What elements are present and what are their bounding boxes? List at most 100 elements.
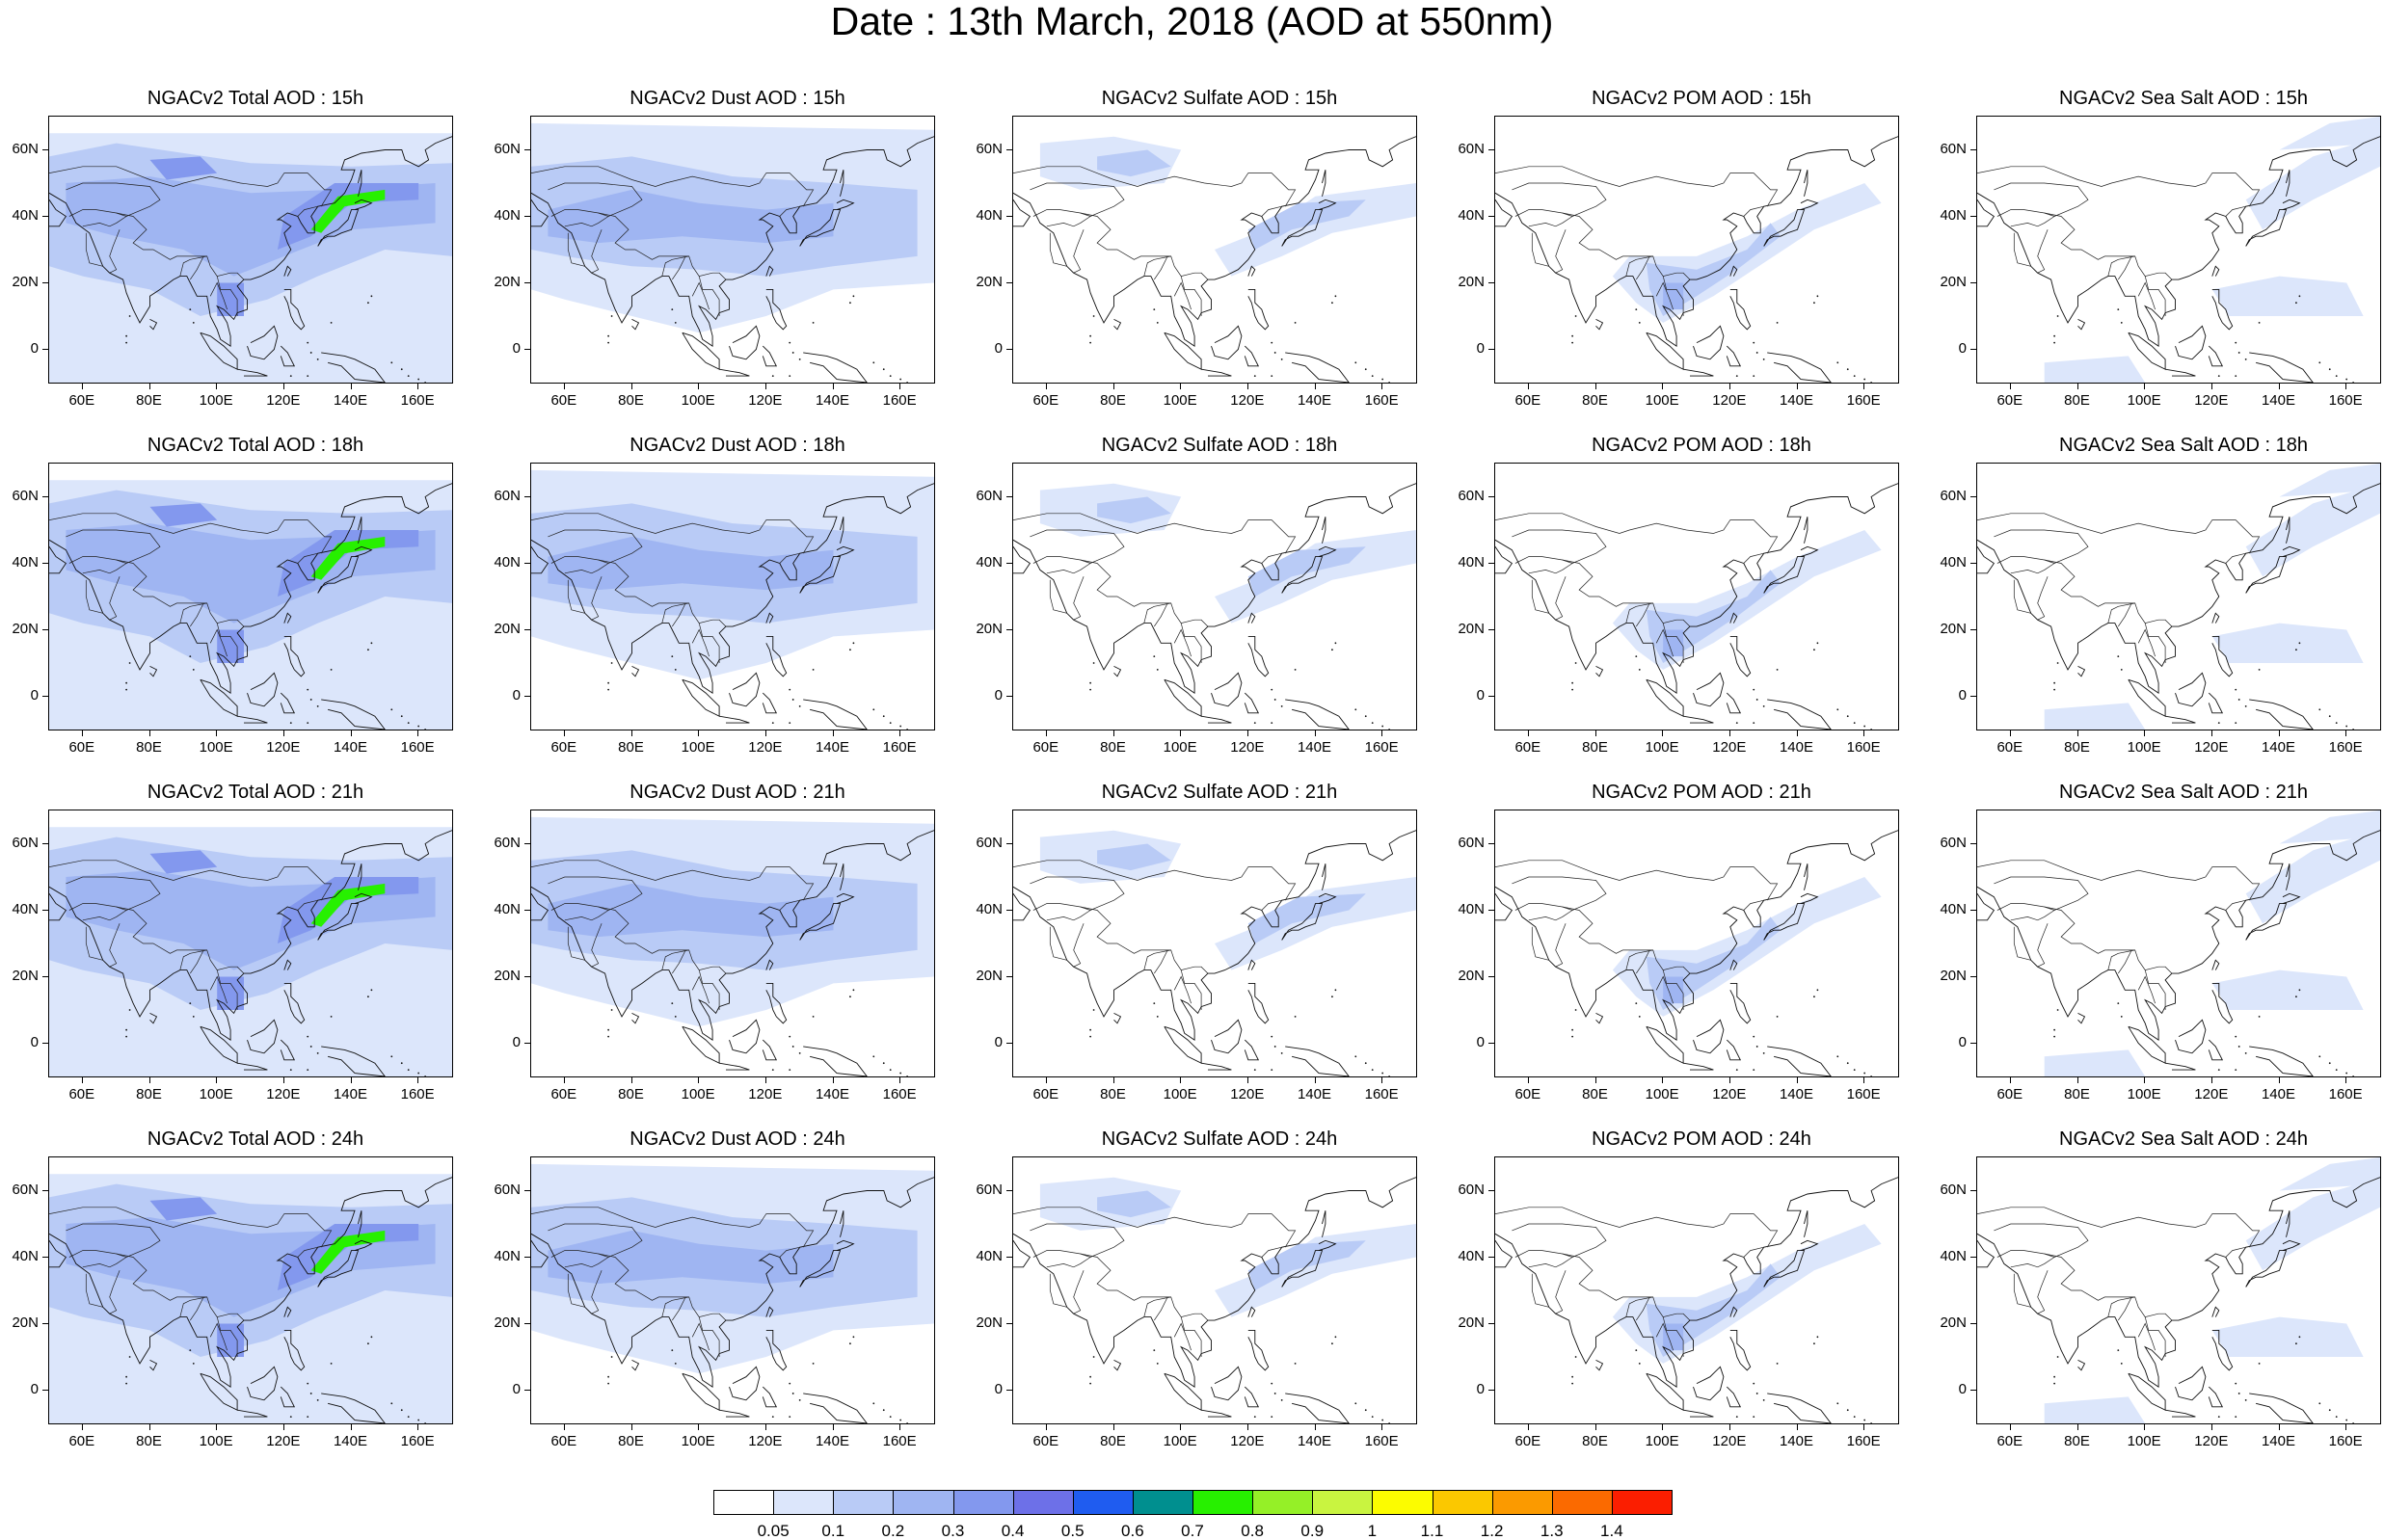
island-marker [789,722,791,724]
lon-tick [2345,1424,2347,1430]
coastline [1013,546,1031,574]
island-marker [1753,1069,1755,1071]
island-marker [125,1035,128,1038]
island-marker [189,655,192,657]
coastline [2077,318,2086,331]
lat-tick [524,695,530,697]
lon-label: 80E [1100,739,1126,756]
aod-contour-fill [548,536,834,591]
lat-label: 40N [976,1247,1003,1264]
lat-label: 40N [494,1247,521,1264]
island-marker [330,322,333,324]
aod-contour-fill [149,503,218,527]
coastline [1800,1239,1819,1252]
lat-label: 60N [12,140,39,157]
coastline [1729,288,1752,331]
country-border [1562,212,1691,280]
country-border [531,1207,815,1248]
coastline [803,352,868,383]
panel-title: NGACv2 POM AOD : 21h [1592,782,1811,803]
island-marker [390,1402,393,1405]
island-marker [2217,722,2220,724]
island-marker [1153,1002,1156,1004]
coastline [1693,1019,1725,1054]
aod-contour-fill [217,282,244,316]
country-border [190,949,204,974]
lat-label: 40N [12,206,39,224]
coastline [1977,136,2380,347]
lat-tick [42,975,48,977]
country-border [179,1296,207,1317]
lon-label: 160E [882,1086,917,1102]
coastline [1729,1306,1738,1317]
coastline [1495,483,1898,694]
lon-label: 140E [815,739,850,756]
coastline [1729,982,1752,1024]
island-marker [2244,1398,2247,1401]
lon-tick [2009,1077,2011,1083]
lat-label: 20N [12,1314,39,1331]
island-marker [791,352,794,354]
lon-label: 100E [1163,1433,1197,1449]
island-marker [1334,989,1337,992]
country-border [1180,623,1202,663]
lon-tick [216,384,218,389]
coastline [1318,199,1337,211]
island-marker [2235,1069,2237,1071]
map-svg [1013,1177,1416,1423]
coastline [1595,1012,1604,1024]
island-marker [1273,699,1276,701]
coastline [1729,959,1738,970]
coastline [1013,1177,1416,1388]
lat-label: 20N [1940,967,1967,984]
lon-label: 100E [681,1086,715,1102]
country-border [1528,563,1573,574]
island-marker [400,368,403,371]
island-marker [2335,1416,2338,1418]
island-marker [1853,1069,1856,1071]
panel-title: NGACv2 POM AOD : 18h [1592,435,1811,456]
island-marker [316,1398,319,1401]
island-marker [189,1002,192,1004]
island-marker [610,315,613,317]
lon-tick [1180,384,1182,389]
island-marker [370,989,373,992]
country-border [1049,926,1067,961]
colorbar-label: 0.8 [1241,1522,1264,1540]
map-svg [49,1174,452,1423]
coastline [765,1306,774,1317]
island-marker [2295,649,2297,651]
island-marker [889,1069,892,1071]
coastline [1977,546,1996,574]
lon-label: 160E [1364,392,1399,409]
island-marker [1846,1062,1849,1065]
lon-label: 160E [400,1086,435,1102]
lon-tick [216,1077,218,1083]
lon-label: 100E [2127,1433,2161,1449]
coastline [283,1329,306,1371]
lon-tick [2210,730,2212,736]
lon-label: 140E [2261,739,2296,756]
island-marker [674,1363,677,1365]
country-border [1073,1270,1085,1314]
lat-label: 20N [494,967,521,984]
lat-label: 40N [976,900,1003,917]
coastline [2282,892,2301,905]
coastline [49,199,67,227]
island-marker [1755,352,1758,354]
lon-label: 160E [882,739,917,756]
lon-tick [832,1077,834,1083]
country-border [1655,281,1674,310]
lat-tick [1006,695,1012,697]
coastline [2077,1359,2086,1371]
coastline [283,982,306,1024]
island-marker [2352,1075,2355,1076]
lat-label: 40N [494,206,521,224]
island-marker [2117,1002,2120,1004]
coastline [2165,1062,2196,1071]
country-border [1030,182,1125,217]
island-marker [2120,1016,2123,1018]
coastline [631,1359,640,1371]
lat-tick [524,909,530,911]
country-border [2225,205,2246,217]
